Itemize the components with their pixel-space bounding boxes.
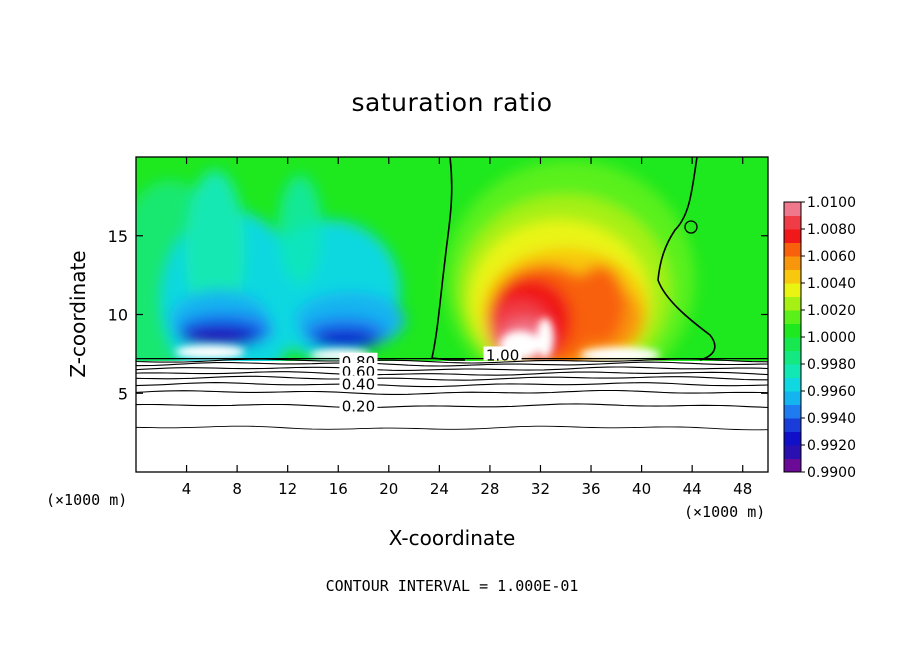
y-axis-ticks: 5 10 15: [108, 227, 768, 403]
y-tick-label: 10: [108, 306, 128, 325]
y-tick-label: 15: [108, 227, 128, 246]
contour-loop: [684, 220, 698, 234]
colorbar-label: 0.9980: [807, 357, 856, 373]
x-tick-label: 32: [531, 480, 550, 498]
x-axis-label: X-coordinate: [388, 526, 516, 550]
x-tick-label: 16: [329, 480, 348, 498]
x-unit-label-right: (×1000 m): [684, 503, 766, 521]
x-tick-label: 8: [232, 480, 242, 498]
colorbar-label: 1.0100: [807, 195, 856, 211]
colorbar-swatch: [784, 350, 801, 365]
x-tick-label: 36: [581, 480, 600, 498]
colorbar-swatch: [784, 364, 801, 378]
lower-contour: [135, 361, 769, 367]
colorbar-label: 1.0060: [807, 249, 856, 265]
x-tick-label: 12: [278, 480, 297, 498]
contour-label-bg: [339, 375, 378, 390]
colorbar-swatch: [784, 256, 801, 270]
lower-contour: [135, 403, 769, 409]
lower-contour-lines: [135, 358, 769, 431]
x-tick-label: 20: [379, 480, 398, 498]
contour-line-1-00: [431, 156, 716, 361]
chart-title: saturation ratio: [351, 88, 553, 117]
lower-contour: [135, 358, 769, 364]
colorbar-swatch: [784, 431, 801, 446]
x-axis-ticks: 4 8 12 16 20 24 28 32 36 40 44 48: [182, 157, 752, 498]
contour-label-bg: [483, 346, 522, 361]
colorbar: 1.0100 1.0080 1.0060 1.0040 1.0020 1.0000 0.99…: [783, 195, 856, 481]
colorbar-swatch: [784, 445, 801, 459]
lower-contour: [135, 425, 769, 431]
colorbar-swatch: [784, 323, 801, 338]
x-tick-label: 28: [480, 480, 499, 498]
lower-contour: [135, 375, 768, 381]
lower-contour: [135, 382, 769, 388]
lower-contour: [135, 389, 769, 395]
colorbar-label: 1.0040: [807, 276, 856, 292]
colorbar-swatch: [784, 242, 801, 257]
lower-contour: [135, 366, 769, 371]
colorbar-swatch: [784, 296, 801, 311]
colorbar-swatch: [784, 310, 801, 324]
lower-contour: [135, 371, 769, 376]
colorbar-swatch: [784, 404, 801, 419]
x-tick-label: 48: [733, 480, 752, 498]
contour-label: 0.40: [342, 376, 375, 394]
colorbar-swatch: [784, 269, 801, 284]
x-tick-label: 40: [632, 480, 651, 498]
y-axis-label: Z-coordinate: [66, 250, 90, 378]
colorbar-swatch: [784, 337, 801, 351]
colorbar-swatch: [784, 215, 801, 230]
colorbar-swatch: [784, 458, 801, 473]
colorbar-label: 1.0080: [807, 222, 856, 238]
x-unit-label-left: (×1000 m): [46, 491, 128, 509]
colorbar-label: 0.9920: [807, 438, 856, 454]
x-tick-label: 24: [430, 480, 449, 498]
contour-interval-note: CONTOUR INTERVAL = 1.000E-01: [325, 577, 579, 595]
colorbar-label: 0.9940: [807, 411, 856, 427]
colorbar-label: 1.0020: [807, 303, 856, 319]
colorbar-swatch: [784, 229, 801, 243]
colorbar-swatch: [784, 377, 801, 392]
contour-label-bg: [339, 362, 378, 377]
y-tick-label: 5: [118, 384, 128, 403]
colorbar-swatch: [784, 391, 801, 405]
contour-label: 0.20: [342, 398, 375, 416]
colorbar-swatch: [784, 283, 801, 297]
contour-label: 1.00: [486, 346, 519, 364]
colorbar-swatch: [784, 202, 801, 216]
lower-region: [136, 361, 768, 472]
x-tick-label: 44: [683, 480, 702, 498]
contour-label-bg: [339, 397, 378, 412]
contour-labels: 1.000.800.600.400.20: [339, 346, 522, 416]
colorbar-label: 0.9960: [807, 384, 856, 400]
colorbar-label: 0.9900: [807, 465, 856, 481]
colorbar-swatch: [784, 418, 801, 432]
colorbar-label: 1.0000: [807, 330, 856, 346]
x-tick-label: 4: [182, 480, 192, 498]
